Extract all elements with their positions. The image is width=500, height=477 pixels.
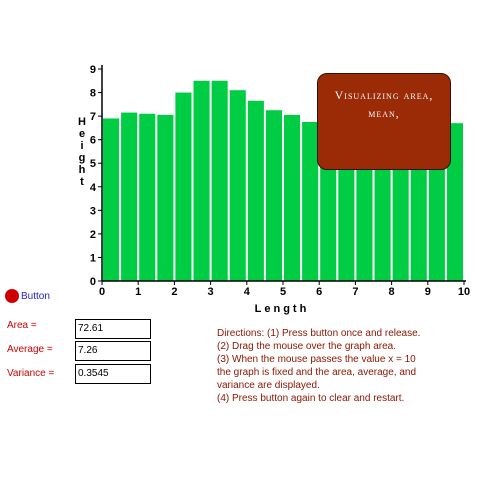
title-box: Visualizing area, mean, (317, 73, 451, 170)
y-tick-label: 3 (90, 205, 96, 217)
title-text: Visualizing area, mean, (334, 88, 434, 120)
x-tick-label: 10 (458, 286, 470, 298)
bar (103, 118, 120, 281)
directions-line: (2) Drag the mouse over the graph area. (217, 341, 396, 352)
y-tick-label: 6 (90, 135, 96, 147)
bar (211, 80, 228, 282)
start-button[interactable] (5, 289, 19, 303)
y-tick-label: 0 (90, 276, 96, 288)
x-tick-label: 5 (280, 286, 286, 298)
x-axis-label: Length (255, 303, 310, 315)
y-tick-label: 8 (90, 88, 96, 100)
x-tick-label: 3 (208, 286, 214, 298)
bar (193, 80, 210, 282)
bar (446, 123, 463, 281)
bar (229, 90, 246, 281)
directions-line: (3) When the mouse passes the value x = … (217, 354, 416, 365)
x-tick-label: 6 (316, 286, 322, 298)
y-tick-label: 5 (90, 158, 96, 170)
bar (175, 92, 192, 281)
y-tick-label: 7 (90, 111, 96, 123)
area-label: Area = (7, 320, 37, 331)
average-label: Average = (7, 344, 53, 355)
bar (302, 122, 319, 281)
start-button-label[interactable]: Button (21, 291, 50, 302)
y-tick-label: 2 (90, 229, 96, 241)
bar (265, 110, 282, 281)
axes: 0 1 2 3 4 5 6 7 8 9 10 0 1 2 3 4 5 6 7 8 9 (90, 64, 470, 298)
bar (284, 114, 301, 281)
x-tick-label: 8 (389, 286, 395, 298)
bar (247, 100, 264, 281)
bar (121, 112, 138, 281)
x-tick-label: 1 (135, 286, 141, 298)
area-value-field: 72.61 (75, 319, 151, 339)
bar (139, 113, 156, 281)
variance-label: Variance = (7, 368, 55, 379)
directions-line: Directions: (1) Press button once and re… (217, 328, 421, 339)
directions-line: (4) Press button again to clear and rest… (217, 393, 405, 404)
y-tick-label: 9 (90, 64, 96, 76)
x-tick-label: 4 (244, 286, 251, 298)
y-tick-label: 4 (90, 182, 97, 194)
bar (157, 114, 174, 281)
y-tick-label: 1 (90, 252, 96, 264)
x-tick-label: 2 (171, 286, 177, 298)
x-tick-label: 0 (99, 286, 105, 298)
x-tick-label: 7 (352, 286, 358, 298)
directions-line: variance are displayed. (217, 380, 320, 391)
directions-line: the graph is fixed and the area, average… (217, 367, 417, 378)
directions-text: Directions: (1) Press button once and re… (217, 327, 487, 405)
variance-value-field: 0.3545 (75, 364, 151, 384)
x-tick-label: 9 (425, 286, 431, 298)
average-value-field: 7.26 (75, 341, 151, 361)
